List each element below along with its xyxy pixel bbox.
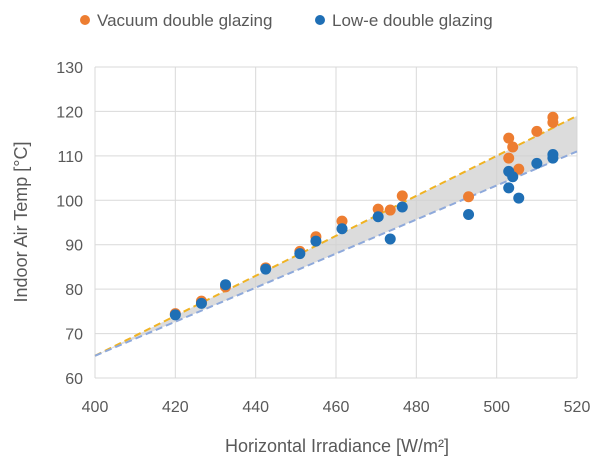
point-series-1-14 — [513, 192, 525, 204]
x-tick-label-6: 520 — [564, 399, 591, 416]
point-series-1-6 — [336, 223, 348, 235]
y-tick-label-5: 110 — [57, 149, 83, 166]
point-series-1-1 — [195, 297, 207, 309]
point-series-1-15 — [531, 157, 543, 169]
legend-label-lowe: Low-e double glazing — [332, 11, 493, 30]
x-tick-label-2: 440 — [242, 399, 269, 416]
legend-item-vacuum: Vacuum double glazing — [80, 11, 272, 30]
y-tick-label-1: 70 — [65, 327, 83, 344]
point-series-1-10 — [463, 209, 475, 221]
point-series-0-8 — [384, 204, 396, 216]
y-axis-title: Indoor Air Temp [°C] — [11, 142, 31, 303]
point-series-0-7 — [372, 203, 384, 215]
x-axis-title: Horizontal Irradiance [W/m²] — [225, 436, 449, 456]
point-series-0-9 — [396, 190, 408, 202]
y-tick-label-2: 80 — [65, 282, 83, 299]
point-series-1-12 — [503, 182, 515, 194]
y-tick-label-7: 130 — [56, 60, 83, 77]
legend-marker-vacuum — [80, 15, 90, 25]
point-series-1-8 — [384, 233, 396, 245]
data-points — [169, 111, 559, 321]
point-series-1-13 — [507, 171, 519, 183]
point-series-0-17 — [547, 111, 559, 123]
x-tick-label-1: 420 — [162, 399, 189, 416]
point-series-1-2 — [220, 279, 232, 291]
y-tick-label-0: 60 — [65, 371, 83, 388]
point-series-0-13 — [507, 141, 519, 153]
y-tick-labels: 60 70 80 90 100 110 120 130 — [56, 60, 83, 388]
point-series-1-3 — [260, 263, 272, 275]
legend-marker-lowe — [315, 15, 325, 25]
point-series-1-4 — [294, 248, 306, 260]
point-series-1-5 — [310, 235, 322, 247]
point-series-1-0 — [169, 309, 181, 321]
y-tick-label-4: 100 — [56, 193, 83, 210]
legend: Vacuum double glazing Low-e double glazi… — [80, 11, 493, 30]
legend-item-lowe: Low-e double glazing — [315, 11, 493, 30]
y-tick-label-3: 90 — [65, 238, 83, 255]
point-series-0-12 — [503, 152, 515, 164]
y-tick-label-6: 120 — [56, 104, 83, 121]
gridlines — [94, 66, 578, 379]
x-tick-label-4: 480 — [403, 399, 430, 416]
point-series-0-6 — [336, 215, 348, 227]
x-tick-label-0: 400 — [82, 399, 109, 416]
x-tick-labels: 400 420 440 460 480 500 520 — [82, 399, 591, 416]
point-series-0-15 — [531, 125, 543, 137]
point-series-0-10 — [463, 191, 475, 203]
legend-label-vacuum: Vacuum double glazing — [97, 11, 272, 30]
point-series-0-11 — [503, 132, 515, 144]
point-series-1-7 — [372, 211, 384, 223]
point-series-1-9 — [396, 201, 408, 213]
point-series-1-17 — [547, 149, 559, 161]
x-tick-label-5: 500 — [483, 399, 510, 416]
point-series-0-14 — [513, 163, 525, 175]
x-tick-label-3: 460 — [323, 399, 350, 416]
